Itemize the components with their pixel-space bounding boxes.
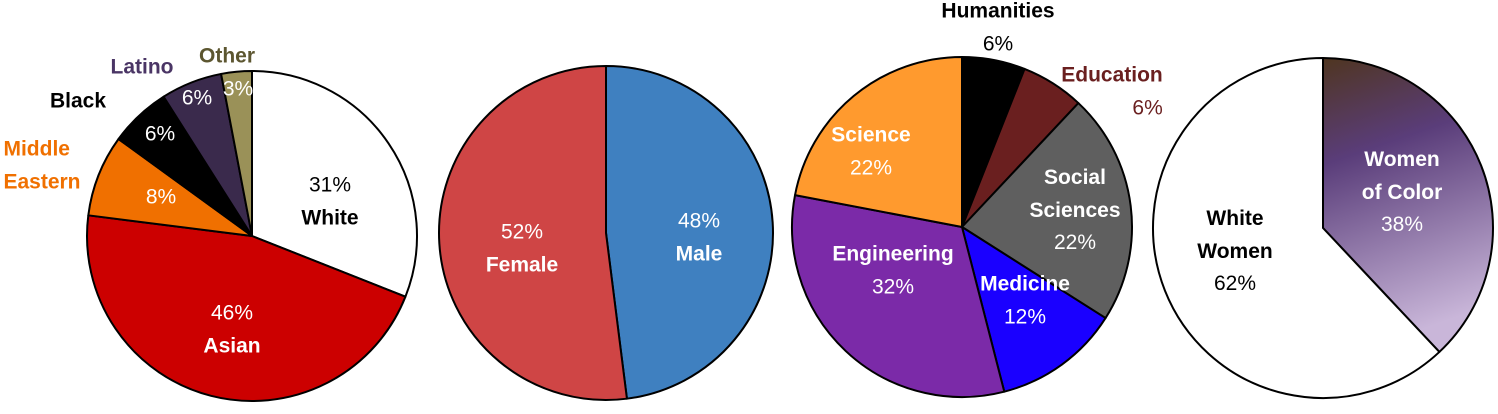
label-latino: Latino — [110, 55, 174, 79]
label-medicine: Medicine 12% — [980, 272, 1070, 328]
pie-slice-medicine — [961, 226, 1107, 393]
pie-slice-other — [220, 70, 253, 237]
label-other: Other — [198, 44, 256, 68]
ethnicity-pie — [86, 70, 418, 402]
pie-slice-asian — [86, 214, 407, 402]
label-science: Science 22% — [831, 123, 911, 179]
pie-slice-female — [438, 65, 628, 401]
label-white-women: White Women 62% — [1197, 207, 1273, 296]
label-latino-pct: 6% — [181, 86, 213, 110]
label-female: 52% Female — [485, 220, 559, 276]
gender-pie — [438, 65, 774, 401]
label-humanities: Humanities 6% — [941, 0, 1055, 55]
label-women-of-color: Women of Color 38% — [1361, 148, 1443, 237]
label-other-pct: 3% — [222, 77, 254, 101]
label-middle-eastern: Middle Eastern — [3, 137, 81, 193]
label-black-pct: 6% — [144, 122, 176, 146]
label-social-sciences: Social Sciences 22% — [1029, 166, 1121, 255]
pie-slice-white — [251, 70, 418, 298]
pie-slice-social-sciences — [961, 102, 1134, 320]
pie-slice-male — [605, 65, 774, 400]
field-pie — [791, 56, 1134, 399]
label-engineering: Engineering 32% — [832, 242, 954, 298]
label-male: 48% Male — [675, 209, 723, 265]
label-middle-eastern-pct: 8% — [145, 185, 177, 209]
women-pie — [1152, 57, 1494, 399]
label-education: Education 6% — [1061, 63, 1163, 119]
pie-slice-science — [794, 56, 963, 228]
label-white: 31% White — [301, 173, 359, 229]
pie-slice-engineering — [791, 194, 1006, 399]
label-black: Black — [49, 89, 107, 113]
pie-slice-white-women — [1152, 57, 1441, 399]
pie-slice-women-of-color — [1322, 57, 1494, 353]
label-asian: 46% Asian — [203, 301, 261, 357]
